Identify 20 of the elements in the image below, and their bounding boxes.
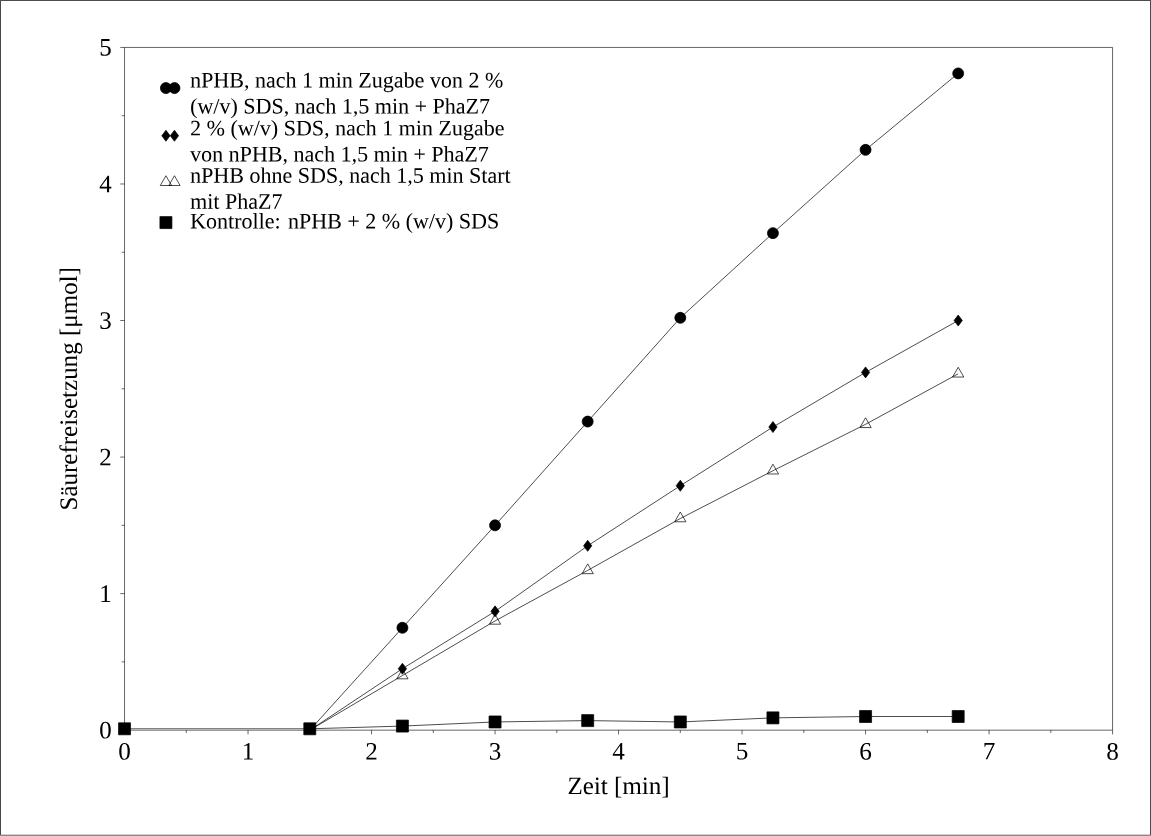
legend-label: nPHB, nach 1 min Zugabe von 2 % (w/v) SDS, nach 1,5 min + PhaZ7 [190, 72, 503, 119]
y-tick-label: 5 [100, 39, 111, 56]
y-tick-label: 4 [99, 175, 112, 193]
x-tick-label: 0 [119, 743, 130, 761]
x-axis-title: Zeit [min] [568, 776, 668, 798]
x-tick-label: 7 [984, 743, 995, 760]
x-tick-label: 6 [860, 743, 872, 760]
y-axis-title: Säurefreisetzung [μmol] [59, 269, 83, 509]
y-tick-label: 1 [101, 585, 111, 603]
x-tick-label: 8 [1107, 743, 1118, 761]
x-tick-label: 1 [243, 743, 253, 760]
y-tick-label: 2 [100, 448, 111, 466]
legend-label: nPHB ohne SDS, nach 1,5 min Start mit PhaZ7 [190, 167, 511, 210]
legend-label: Kontrolle: nPHB + 2 % (w/v) SDS [190, 213, 498, 234]
x-tick-label: 3 [489, 743, 501, 760]
y-tick-label: 0 [100, 721, 111, 739]
y-tick-label: 3 [100, 312, 111, 330]
x-tick-label: 4 [612, 743, 625, 760]
x-tick-label: 5 [737, 743, 748, 760]
x-tick-label: 2 [366, 743, 377, 760]
